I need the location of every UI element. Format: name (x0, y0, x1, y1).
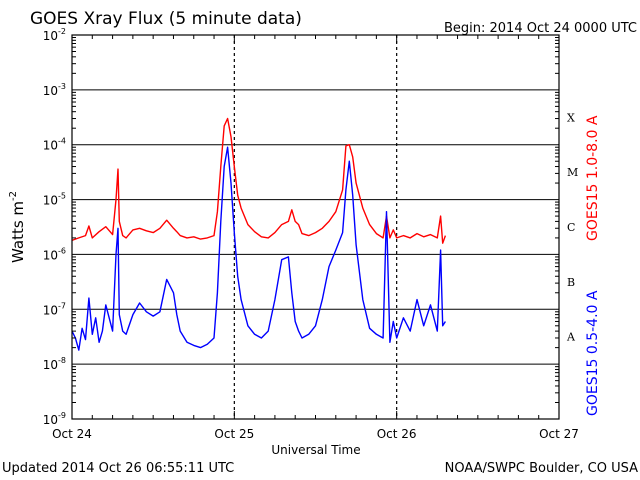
y-tick-exponent: -7 (58, 301, 66, 310)
series-line-short-channel (72, 146, 446, 351)
chart-title: GOES Xray Flux (5 minute data) (30, 9, 302, 29)
source-credit: NOAA/SWPC Boulder, CO USA (445, 461, 638, 476)
flare-class-c: C (567, 221, 575, 234)
y-tick-label: 10-6 (43, 246, 66, 262)
y-tick-label: 10-8 (43, 356, 66, 372)
y-tick-base: 10 (43, 139, 58, 153)
y-tick-exponent: -6 (58, 246, 66, 255)
y-tick-base: 10 (43, 194, 58, 208)
y-tick-exponent: -3 (58, 82, 66, 91)
series-label-short-channel: GOES15 0.5-4.0 A (585, 290, 601, 416)
y-axis-label-exponent: -2 (8, 191, 19, 201)
series-label-long-channel: GOES15 1.0-8.0 A (585, 115, 601, 241)
y-tick-label: 10-2 (43, 27, 66, 43)
y-axis-label: Watts m-2 (8, 191, 27, 263)
y-tick-exponent: -8 (58, 356, 66, 365)
x-tick-label: Oct 24 (52, 427, 92, 441)
horizontal-gridlines (72, 89, 559, 365)
x-axis-ticks: Oct 24 Oct 25 Oct 26 Oct 27 (52, 427, 579, 441)
x-tick-label: Oct 25 (214, 427, 254, 441)
flare-class-labels: A B C M X (566, 111, 578, 343)
flare-class-m: M (567, 166, 578, 179)
y-tick-label: 10-4 (43, 137, 66, 153)
x-tick-label: Oct 27 (539, 427, 579, 441)
y-tick-exponent: -9 (58, 411, 66, 420)
y-tick-base: 10 (43, 303, 58, 317)
y-tick-exponent: -2 (58, 27, 66, 36)
updated-timestamp: Updated 2014 Oct 26 06:55:11 UTC (2, 461, 234, 476)
y-tick-exponent: -5 (58, 192, 66, 201)
flare-class-b: B (567, 276, 575, 289)
flare-class-a: A (566, 331, 576, 344)
y-tick-base: 10 (43, 248, 58, 262)
y-tick-label: 10-9 (43, 411, 66, 427)
y-tick-exponent: -4 (58, 137, 66, 146)
y-tick-base: 10 (43, 84, 58, 98)
y-axis-label-base: Watts m (9, 201, 27, 263)
y-tick-base: 10 (43, 29, 58, 43)
y-tick-label: 10-7 (43, 301, 66, 317)
y-tick-label: 10-5 (43, 192, 66, 208)
minor-ticks (72, 35, 559, 419)
begin-label: Begin: 2014 Oct 24 0000 UTC (444, 21, 637, 36)
y-tick-base: 10 (43, 413, 58, 427)
x-tick-label: Oct 26 (377, 427, 417, 441)
series-layer (72, 117, 447, 351)
y-tick-label: 10-3 (43, 82, 66, 98)
x-axis-label: Universal Time (271, 443, 360, 457)
flare-class-x: X (567, 111, 575, 124)
y-axis-ticks: 10-910-810-710-610-510-410-310-2 (43, 27, 66, 427)
y-tick-base: 10 (43, 358, 58, 372)
